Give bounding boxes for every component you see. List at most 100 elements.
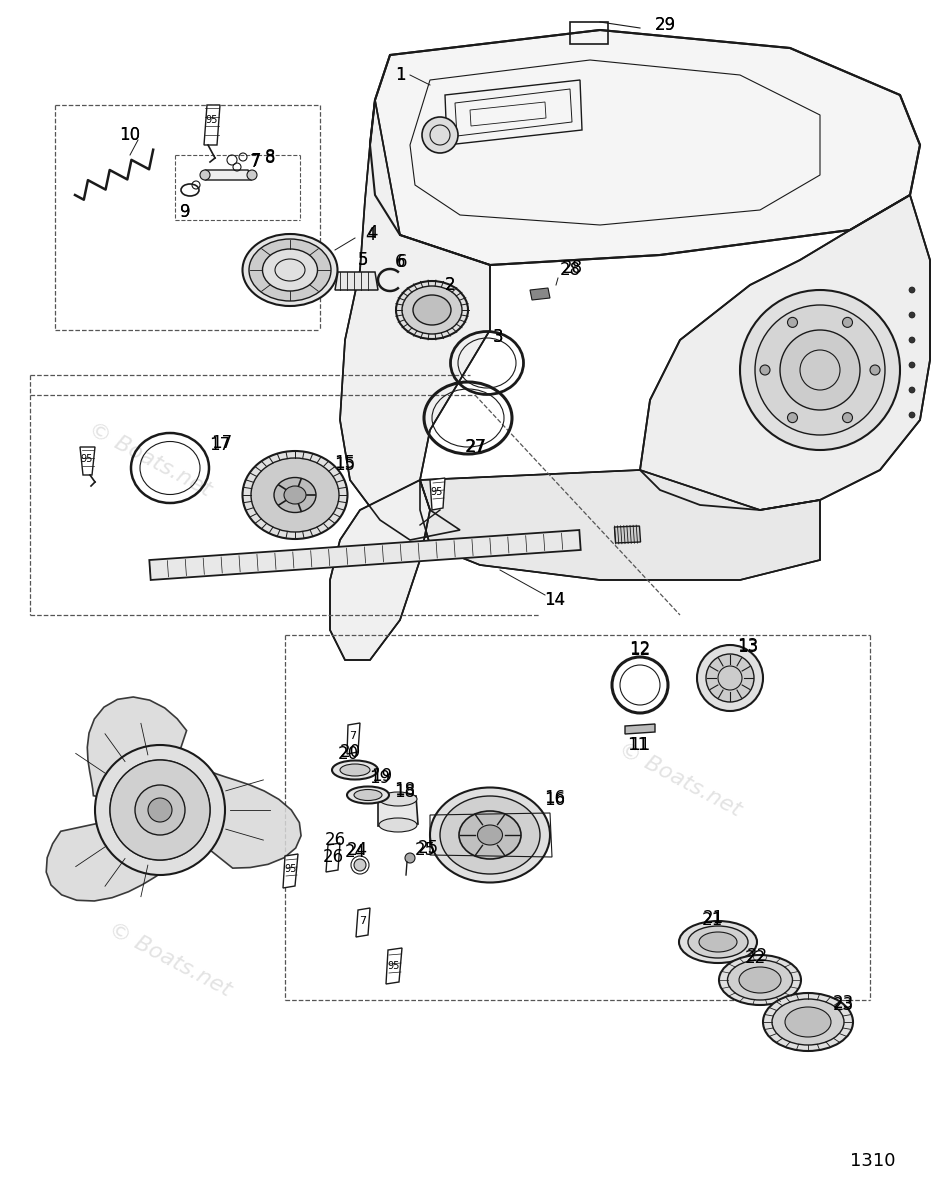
Text: 23: 23 (833, 994, 854, 1012)
Ellipse shape (430, 787, 550, 882)
Polygon shape (205, 170, 252, 180)
Text: 17: 17 (212, 434, 232, 452)
Circle shape (870, 365, 880, 374)
Text: 95: 95 (431, 487, 443, 497)
Text: 95: 95 (285, 864, 297, 874)
Circle shape (788, 413, 797, 422)
Text: 7: 7 (359, 916, 367, 926)
Polygon shape (347, 722, 360, 754)
Ellipse shape (274, 478, 316, 512)
Text: 16: 16 (544, 790, 566, 806)
Text: 1310: 1310 (850, 1152, 895, 1170)
Polygon shape (615, 526, 640, 542)
Text: 18: 18 (395, 781, 415, 799)
Polygon shape (370, 30, 920, 265)
Text: 21: 21 (701, 911, 723, 929)
Text: 19: 19 (369, 769, 390, 787)
Text: 27: 27 (464, 438, 486, 456)
Text: 20: 20 (337, 745, 358, 763)
Text: 16: 16 (544, 791, 566, 809)
Polygon shape (80, 446, 95, 475)
Text: 11: 11 (627, 736, 649, 754)
Polygon shape (386, 948, 402, 984)
Text: 3: 3 (493, 328, 503, 346)
Ellipse shape (243, 451, 348, 539)
Ellipse shape (739, 967, 781, 994)
Polygon shape (283, 854, 298, 888)
Ellipse shape (728, 960, 792, 1000)
Text: 8: 8 (265, 148, 275, 166)
Text: 9: 9 (180, 203, 190, 221)
Ellipse shape (396, 281, 468, 338)
Text: 9: 9 (180, 203, 190, 221)
Text: 6: 6 (397, 253, 407, 271)
Text: 26: 26 (322, 848, 343, 866)
Circle shape (110, 760, 210, 860)
Ellipse shape (402, 286, 462, 334)
Text: 29: 29 (654, 16, 676, 34)
Ellipse shape (785, 1007, 831, 1037)
Text: 24: 24 (347, 841, 368, 859)
Text: 15: 15 (335, 456, 355, 474)
Circle shape (422, 116, 458, 152)
Text: 22: 22 (744, 949, 765, 967)
Circle shape (148, 798, 172, 822)
Polygon shape (196, 770, 301, 868)
Polygon shape (378, 796, 418, 826)
Polygon shape (330, 480, 430, 660)
Polygon shape (204, 104, 220, 145)
Polygon shape (340, 100, 490, 540)
Circle shape (706, 654, 754, 702)
Polygon shape (46, 821, 178, 901)
Circle shape (760, 365, 770, 374)
Ellipse shape (354, 790, 382, 800)
Ellipse shape (247, 170, 257, 180)
Text: © Boats.net: © Boats.net (616, 739, 744, 821)
Text: 12: 12 (630, 641, 650, 659)
Text: 1: 1 (395, 66, 405, 84)
Ellipse shape (688, 926, 748, 958)
Circle shape (909, 337, 915, 343)
Text: 20: 20 (339, 743, 361, 761)
Circle shape (909, 386, 915, 392)
Text: 95: 95 (81, 454, 93, 464)
Text: © Boats.net: © Boats.net (86, 419, 214, 500)
Text: 4: 4 (367, 224, 377, 242)
Text: 13: 13 (737, 637, 759, 655)
Text: 10: 10 (119, 126, 141, 144)
Polygon shape (326, 842, 340, 872)
Ellipse shape (763, 994, 853, 1051)
Ellipse shape (478, 826, 503, 845)
Circle shape (755, 305, 885, 434)
Circle shape (405, 853, 415, 863)
Ellipse shape (251, 458, 339, 532)
Circle shape (135, 785, 185, 835)
Text: 95: 95 (206, 115, 218, 125)
Text: 24: 24 (344, 842, 366, 862)
Polygon shape (87, 697, 187, 799)
Polygon shape (149, 530, 581, 580)
Circle shape (909, 312, 915, 318)
Text: 2: 2 (445, 276, 455, 294)
Ellipse shape (440, 796, 540, 874)
Bar (570, 22, 608, 44)
Text: 7: 7 (350, 731, 356, 740)
Text: 95: 95 (388, 961, 400, 971)
Text: 19: 19 (371, 767, 393, 785)
Ellipse shape (243, 234, 337, 306)
Polygon shape (640, 194, 930, 510)
Polygon shape (335, 272, 378, 290)
Ellipse shape (772, 998, 844, 1045)
Text: 15: 15 (335, 454, 355, 472)
Circle shape (909, 362, 915, 368)
Circle shape (842, 317, 853, 328)
Ellipse shape (284, 486, 306, 504)
Polygon shape (530, 288, 550, 300)
Circle shape (780, 330, 860, 410)
Ellipse shape (459, 811, 521, 859)
Ellipse shape (200, 170, 210, 180)
Circle shape (354, 859, 366, 871)
Text: 10: 10 (119, 126, 141, 144)
Text: © Boats.net: © Boats.net (476, 130, 604, 211)
Circle shape (110, 760, 210, 860)
